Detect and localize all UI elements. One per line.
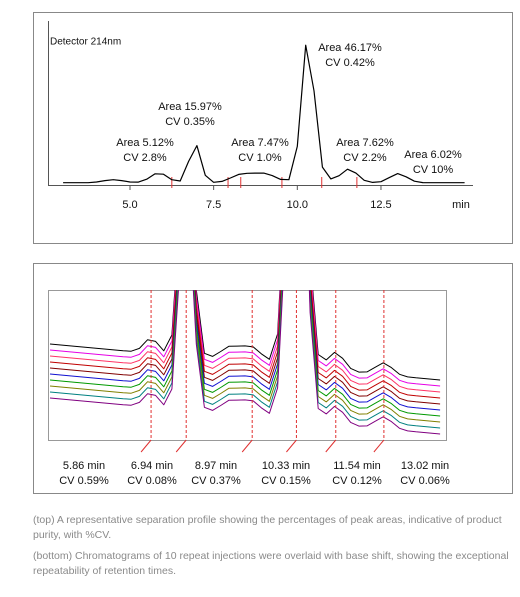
peak-time: 11.54 min — [333, 460, 381, 472]
peak-annotation: Area 46.17% — [318, 42, 382, 54]
trace — [49, 290, 441, 429]
peak-leader — [241, 439, 253, 453]
trace — [49, 290, 441, 417]
charts: Detector 214nm min 5.0 7.5 10.0 12.5 Area 5.… — [33, 12, 513, 494]
peak-annotation: CV 10% — [413, 164, 454, 176]
peak-annotation: Area 6.02% — [404, 149, 462, 161]
peak-annotation: CV 0.42% — [325, 57, 375, 69]
trace — [49, 290, 441, 387]
peak-time: 6.94 min — [131, 460, 173, 472]
peak-time: 5.86 min — [63, 460, 105, 472]
peak-time: 8.97 min — [195, 460, 237, 472]
detector-label: Detector 214nm — [50, 37, 121, 48]
peak-leader — [373, 439, 385, 453]
peak-leader — [140, 439, 152, 453]
trace — [49, 290, 441, 393]
peak-cv: CV 0.59% — [59, 475, 109, 487]
trace — [63, 44, 465, 184]
peak-cv: CV 0.12% — [332, 475, 382, 487]
trace — [49, 290, 441, 381]
caption-bottom: (bottom) Chromatograms of 10 repeat inje… — [33, 550, 509, 577]
trace — [49, 290, 441, 405]
x-tick-label: 7.5 — [206, 199, 221, 211]
peak-annotation: CV 1.0% — [238, 152, 282, 164]
peak-cv: CV 0.06% — [400, 475, 450, 487]
peak-annotation: CV 2.2% — [343, 152, 387, 164]
trace-group — [49, 290, 441, 435]
trace — [49, 290, 441, 411]
x-tick-label: 10.0 — [287, 199, 308, 211]
top-frame — [33, 12, 513, 244]
peak-annotation: CV 2.8% — [123, 152, 167, 164]
peak-cv: CV 0.08% — [127, 475, 177, 487]
peak-annotation: Area 7.62% — [336, 137, 394, 149]
trace-group — [63, 44, 465, 184]
peak-cv: CV 0.37% — [191, 475, 241, 487]
x-unit: min — [452, 199, 470, 211]
peak-cv: CV 0.15% — [261, 475, 311, 487]
peak-annotation: Area 15.97% — [158, 101, 222, 113]
trace — [49, 290, 441, 399]
x-tick-label: 12.5 — [370, 199, 391, 211]
caption-top: (top) A representative separation profil… — [33, 514, 502, 541]
trace — [49, 290, 441, 435]
trace — [49, 290, 441, 423]
peak-time: 10.33 min — [262, 460, 310, 472]
peak-time: 13.02 min — [401, 460, 449, 472]
peak-leader — [325, 439, 337, 453]
plot-frame — [48, 290, 447, 441]
peak-annotation: Area 7.47% — [231, 137, 289, 149]
bottom-frame — [33, 263, 513, 494]
x-tick-label: 5.0 — [122, 199, 137, 211]
peak-annotation: Area 5.12% — [116, 137, 174, 149]
peak-leader — [286, 439, 297, 453]
peak-annotation: CV 0.35% — [165, 116, 215, 128]
peak-leader — [175, 439, 187, 453]
